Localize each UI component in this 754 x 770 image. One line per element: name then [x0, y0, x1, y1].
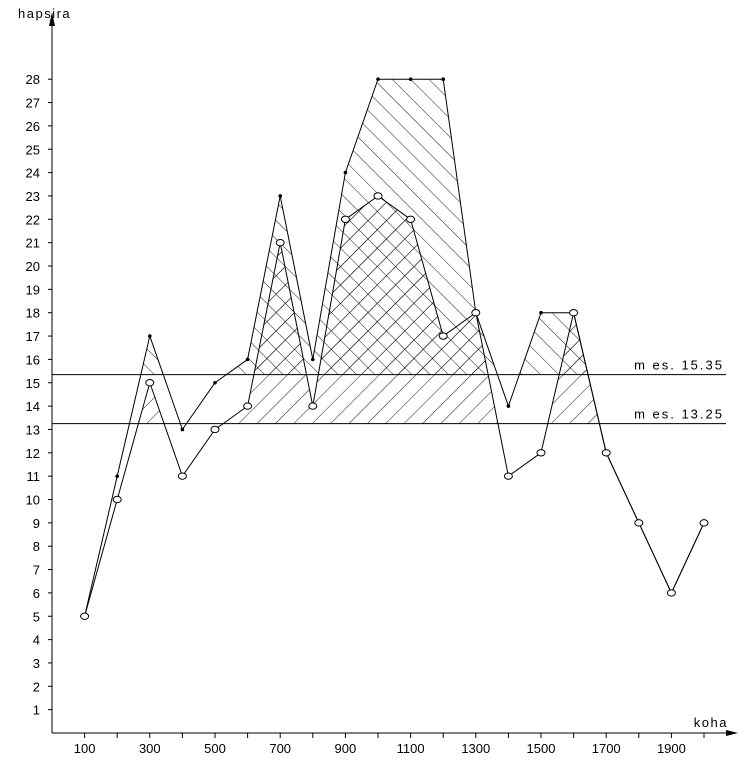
series-2-point-1300	[471, 309, 481, 317]
series-1-point-200	[115, 474, 119, 478]
y-tick-label-26: 26	[26, 119, 40, 134]
y-tick-label-6: 6	[33, 586, 40, 601]
x-tick-label-300: 300	[139, 741, 161, 756]
series-2-point-2000	[699, 519, 709, 527]
y-tick-label-3: 3	[33, 656, 40, 671]
series-2-point-1100	[406, 215, 416, 224]
x-tick-label-1700: 1700	[592, 741, 621, 756]
y-tick-label-13: 13	[26, 422, 40, 437]
y-axis-arrow	[49, 12, 55, 26]
y-tick-label-4: 4	[33, 633, 40, 648]
x-tick-label-500: 500	[204, 741, 226, 756]
x-axis-arrow	[726, 730, 738, 736]
x-tick-label-1100: 1100	[397, 741, 425, 756]
y-tick-label-14: 14	[26, 399, 40, 414]
series-2-point-600	[243, 402, 253, 410]
series-2-point-1500	[536, 449, 546, 457]
x-tick-label-100: 100	[74, 741, 96, 756]
series-1-point-800	[311, 357, 315, 362]
x-tick-label-700: 700	[269, 741, 291, 756]
y-tick-label-5: 5	[33, 609, 40, 624]
series-2-point-900	[340, 215, 350, 224]
y-tick-label-17: 17	[26, 329, 40, 344]
series-2-point-200	[112, 495, 122, 504]
series-2-point-1200	[438, 332, 448, 340]
reference-label-1: m es. 15.35	[634, 358, 724, 373]
series-2-line	[84, 195, 705, 617]
series-2-point-700	[275, 238, 285, 247]
y-tick-label-2: 2	[33, 679, 40, 694]
series-1-point-1000	[376, 77, 380, 81]
series-1-point-1400	[506, 404, 511, 408]
series-2-point-1700	[601, 449, 611, 457]
x-tick-label-1500: 1500	[527, 741, 556, 756]
y-tick-label-16: 16	[26, 352, 40, 367]
x-tick-label-1900: 1900	[657, 741, 686, 756]
y-tick-label-12: 12	[26, 446, 40, 461]
y-tick-label-20: 20	[26, 259, 40, 274]
series-1-point-400	[180, 427, 185, 432]
series-2-point-1600	[569, 309, 579, 317]
x-tick-label-1300: 1300	[461, 741, 490, 756]
y-axis-label: hapsira	[18, 6, 71, 21]
reference-label-2: m es. 13.25	[634, 407, 724, 422]
y-tick-label-11: 11	[27, 469, 41, 484]
series-2-point-400	[177, 472, 187, 480]
axis-labels: hapsira koha	[18, 6, 728, 730]
series-1-point-1200	[441, 77, 446, 81]
y-tick-label-15: 15	[26, 376, 40, 391]
y-tick-label-18: 18	[26, 306, 40, 321]
axes: 1234567891011121314151617181920212223242…	[26, 12, 738, 756]
y-tick-label-9: 9	[33, 516, 40, 531]
series-2-point-1400	[503, 472, 513, 480]
series-2-point-1000	[373, 192, 383, 200]
series-2-point-500	[210, 425, 220, 434]
x-tick-label-900: 900	[335, 741, 357, 756]
y-tick-label-23: 23	[26, 189, 40, 204]
series-1-point-1500	[539, 310, 543, 315]
series-2-point-1800	[634, 519, 644, 527]
series-1-point-700	[278, 194, 283, 198]
series	[80, 77, 709, 620]
series-1-point-500	[213, 380, 217, 385]
series-1-point-300	[148, 334, 152, 338]
y-tick-label-8: 8	[33, 539, 40, 554]
y-tick-label-19: 19	[26, 282, 40, 297]
y-tick-label-27: 27	[26, 96, 40, 111]
series-1-point-1100	[408, 77, 413, 81]
y-tick-label-7: 7	[33, 563, 40, 578]
y-tick-label-22: 22	[26, 212, 40, 227]
y-tick-label-10: 10	[26, 493, 40, 508]
y-tick-label-21: 21	[26, 236, 40, 251]
y-tick-label-25: 25	[26, 142, 40, 157]
series-2-point-1900	[666, 589, 676, 597]
series-1-point-600	[245, 357, 250, 362]
series-2-point-100	[80, 612, 90, 620]
x-axis-label: koha	[694, 715, 728, 730]
series-2-point-800	[308, 402, 318, 410]
series-2-point-300	[145, 379, 155, 387]
y-tick-label-24: 24	[26, 166, 40, 181]
y-tick-label-1: 1	[33, 703, 40, 718]
y-tick-label-28: 28	[26, 72, 40, 87]
series-1-point-900	[343, 170, 348, 175]
